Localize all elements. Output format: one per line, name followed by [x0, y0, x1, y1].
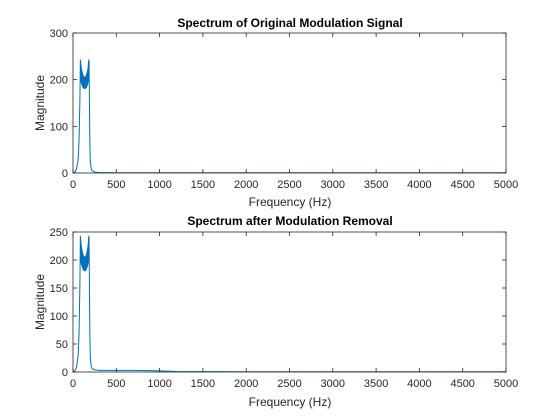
y-tick-label: 200 [50, 75, 68, 87]
x-tick-label: 5000 [494, 179, 518, 191]
x-tick-label: 2500 [277, 378, 301, 390]
x-axis-label: Frequency (Hz) [249, 195, 332, 209]
x-tick-label: 2000 [234, 179, 258, 191]
y-tick-label: 100 [50, 311, 68, 323]
x-tick-label: 4000 [407, 179, 431, 191]
y-tick-label: 0 [62, 367, 68, 379]
x-tick-label: 1500 [191, 378, 215, 390]
x-tick-label: 3000 [321, 378, 345, 390]
y-tick-label: 100 [50, 121, 68, 133]
y-axis-label: Magnitude [33, 75, 47, 131]
x-tick-label: 3500 [364, 378, 388, 390]
x-tick-label: 1000 [147, 378, 171, 390]
tick-group: 0 500 1000 1500 2000 2500 3000 3500 4000 4500 5000… [50, 227, 519, 390]
subplot-after-removal-spectrum: Spectrum after Modulation Removal 0 500 10… [33, 214, 518, 409]
subplot-original-spectrum: Spectrum of Original Modulation Signal 0… [33, 16, 518, 209]
y-tick-label: 0 [62, 168, 68, 180]
chart-title: Spectrum after Modulation Removal [187, 214, 392, 228]
x-tick-label: 1500 [191, 179, 215, 191]
x-tick-label: 0 [70, 179, 76, 191]
y-tick-label: 50 [56, 339, 68, 351]
x-tick-label: 500 [107, 378, 125, 390]
x-tick-label: 500 [107, 179, 125, 191]
x-tick-label: 5000 [494, 378, 518, 390]
x-tick-label: 1000 [147, 179, 171, 191]
tick-group: 0 500 1000 1500 2000 2500 3000 3500 4000 4500 5000… [50, 28, 519, 191]
y-tick-label: 300 [50, 28, 68, 40]
chart-title: Spectrum of Original Modulation Signal [177, 16, 402, 30]
y-axis-label: Magnitude [33, 274, 47, 330]
x-tick-label: 2500 [277, 179, 301, 191]
x-axis-label: Frequency (Hz) [249, 395, 332, 409]
y-tick-label: 200 [50, 255, 68, 267]
x-tick-label: 3500 [364, 179, 388, 191]
series-group [73, 235, 506, 372]
y-tick-label: 150 [50, 283, 68, 295]
x-tick-label: 0 [70, 378, 76, 390]
x-tick-label: 4000 [407, 378, 431, 390]
series-line [73, 235, 506, 372]
x-tick-label: 4500 [450, 179, 474, 191]
x-tick-label: 2000 [234, 378, 258, 390]
y-tick-label: 250 [50, 227, 68, 239]
x-tick-label: 4500 [450, 378, 474, 390]
x-tick-label: 3000 [321, 179, 345, 191]
